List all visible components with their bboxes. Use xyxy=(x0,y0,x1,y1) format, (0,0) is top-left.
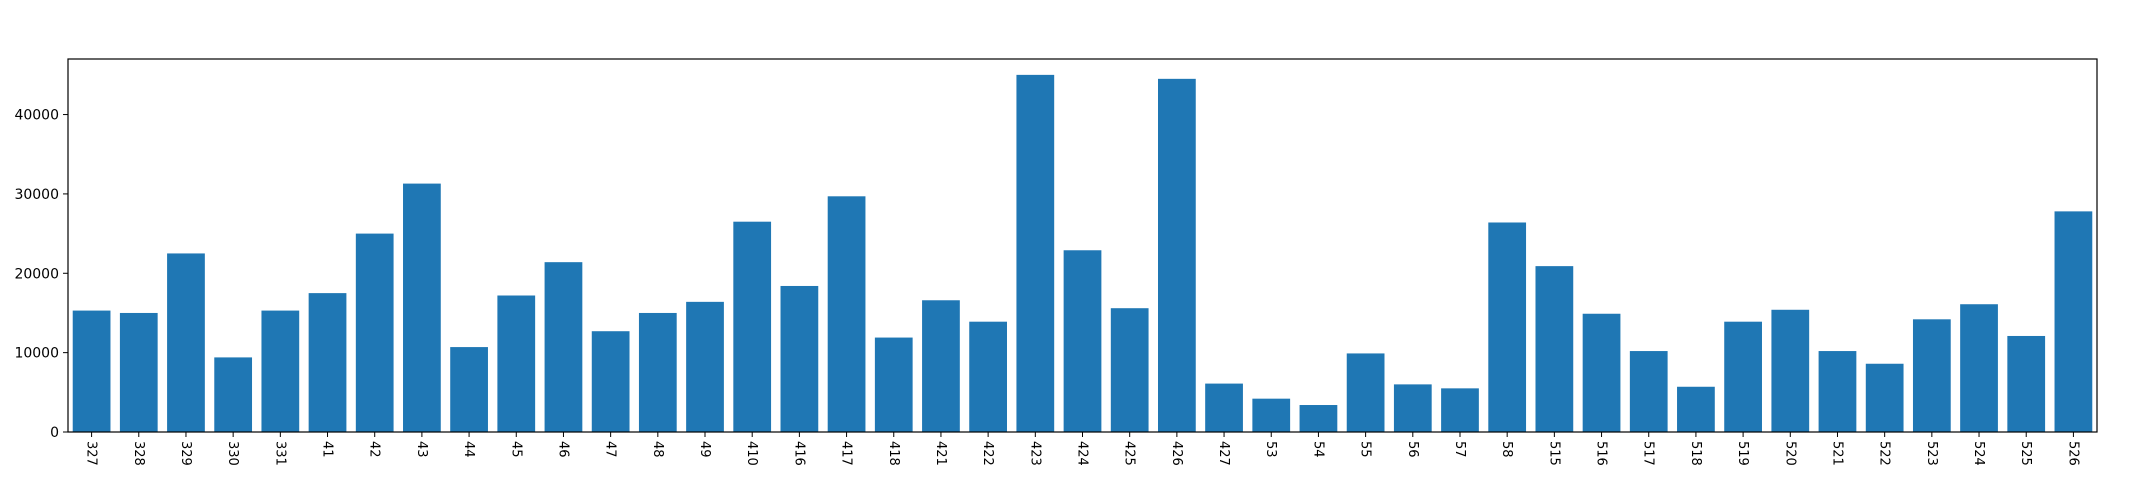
bar-516 xyxy=(1582,313,1621,432)
bar-423 xyxy=(1016,74,1055,433)
x-tick-label: 330 xyxy=(225,441,240,466)
x-tick-label: 520 xyxy=(1782,441,1797,466)
bar-331 xyxy=(261,310,300,432)
bar-43 xyxy=(403,183,441,432)
bar-48 xyxy=(638,312,677,432)
x-tick-label: 49 xyxy=(697,441,712,458)
bar-425 xyxy=(1110,308,1149,432)
bar-53 xyxy=(1252,398,1291,432)
x-tick-label: 517 xyxy=(1641,441,1656,466)
x-tick-label: 423 xyxy=(1027,441,1042,466)
bar-44 xyxy=(450,347,488,432)
bar-45 xyxy=(497,295,536,432)
bar-46 xyxy=(544,262,583,432)
x-tick-label: 524 xyxy=(1971,441,1986,466)
x-tick-label: 526 xyxy=(2065,441,2080,466)
x-tick-label: 424 xyxy=(1075,441,1090,466)
x-tick-label: 418 xyxy=(886,441,901,466)
x-tick-label: 425 xyxy=(1122,441,1137,466)
bar-526 xyxy=(2054,211,2093,432)
x-tick-label: 519 xyxy=(1735,441,1750,466)
bar-520 xyxy=(1771,309,1810,432)
bar-47 xyxy=(591,331,630,432)
x-tick-label: 58 xyxy=(1499,441,1514,458)
bar-519 xyxy=(1724,321,1762,432)
bar-424 xyxy=(1063,250,1102,432)
x-tick-label: 328 xyxy=(131,441,146,466)
bar-328 xyxy=(119,312,158,432)
y-tick-label: 0 xyxy=(50,425,59,441)
bar-330 xyxy=(214,357,253,432)
y-tick-label: 40000 xyxy=(14,108,59,124)
x-tick-label: 327 xyxy=(84,441,99,466)
bar-410 xyxy=(733,221,772,432)
y-axis: 0 10000 20000 30000 40000 xyxy=(14,108,68,441)
x-tick-label: 329 xyxy=(178,441,193,466)
bar-521 xyxy=(1818,351,1857,432)
x-tick-label: 417 xyxy=(839,441,854,466)
bar-421 xyxy=(922,300,960,432)
bar-55 xyxy=(1346,353,1385,432)
x-axis: 327 328 329 330 331 41 42 43 44 45 46 47 48 49 410 416 4… xyxy=(84,432,2080,466)
bar-523 xyxy=(1912,319,1951,432)
bar-56 xyxy=(1393,384,1432,432)
bar-327 xyxy=(72,310,111,432)
x-tick-label: 55 xyxy=(1358,441,1373,458)
x-tick-label: 54 xyxy=(1310,441,1325,458)
bar-57 xyxy=(1441,388,1479,432)
bar-58 xyxy=(1488,222,1527,432)
bar-522 xyxy=(1865,363,1904,432)
x-tick-label: 47 xyxy=(603,441,618,458)
bars-layer xyxy=(72,74,2093,433)
x-tick-label: 44 xyxy=(461,441,476,458)
x-tick-label: 416 xyxy=(791,441,806,466)
x-tick-label: 42 xyxy=(367,441,382,458)
x-tick-label: 48 xyxy=(650,441,665,458)
bar-418 xyxy=(874,337,913,432)
x-tick-label: 331 xyxy=(272,441,287,466)
x-tick-label: 515 xyxy=(1546,441,1561,466)
bar-49 xyxy=(686,301,724,432)
y-tick-label: 10000 xyxy=(14,346,59,362)
x-tick-label: 518 xyxy=(1688,441,1703,466)
bar-518 xyxy=(1677,386,1715,432)
bar-329 xyxy=(167,253,205,432)
bar-427 xyxy=(1205,383,1243,432)
x-tick-label: 523 xyxy=(1924,441,1939,466)
x-tick-label: 56 xyxy=(1405,441,1420,458)
x-tick-label: 525 xyxy=(2018,441,2033,466)
bar-54 xyxy=(1299,405,1338,432)
x-tick-label: 53 xyxy=(1263,441,1278,458)
bar-517 xyxy=(1629,351,1668,432)
x-tick-label: 43 xyxy=(414,441,429,458)
bar-42 xyxy=(355,233,394,432)
x-tick-label: 516 xyxy=(1594,441,1609,466)
x-tick-label: 41 xyxy=(320,441,335,458)
x-tick-label: 521 xyxy=(1829,441,1844,466)
bar-416 xyxy=(780,285,819,432)
bar-524 xyxy=(1960,304,1998,432)
x-tick-label: 45 xyxy=(508,441,523,458)
x-tick-label: 421 xyxy=(933,441,948,466)
bar-41 xyxy=(308,293,347,432)
bar-525 xyxy=(2007,335,2046,432)
y-tick-label: 30000 xyxy=(14,187,59,203)
x-tick-label: 46 xyxy=(555,441,570,458)
x-tick-label: 427 xyxy=(1216,441,1231,466)
bar-422 xyxy=(969,321,1007,432)
x-tick-label: 57 xyxy=(1452,441,1467,458)
x-tick-label: 422 xyxy=(980,441,995,466)
bar-417 xyxy=(827,196,866,432)
x-tick-label: 522 xyxy=(1877,441,1892,466)
bar-426 xyxy=(1158,78,1196,432)
x-tick-label: 410 xyxy=(744,441,759,466)
x-tick-label: 426 xyxy=(1169,441,1184,466)
y-tick-label: 20000 xyxy=(14,266,59,282)
bar-515 xyxy=(1535,266,1574,432)
